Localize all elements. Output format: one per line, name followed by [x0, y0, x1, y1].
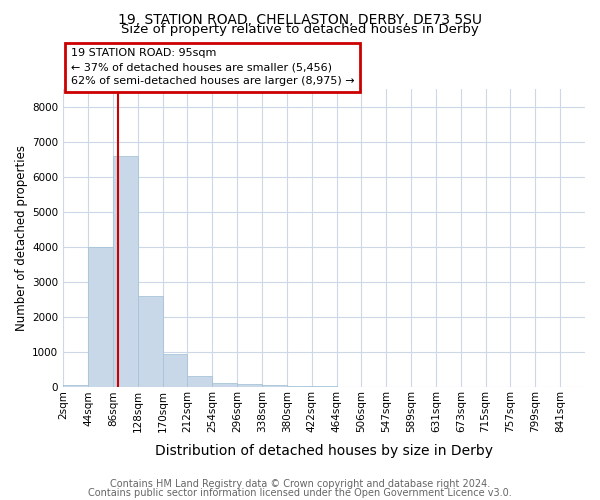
X-axis label: Distribution of detached houses by size in Derby: Distribution of detached houses by size … — [155, 444, 493, 458]
Bar — [237, 384, 262, 388]
Text: Contains public sector information licensed under the Open Government Licence v3: Contains public sector information licen… — [88, 488, 512, 498]
Text: 19 STATION ROAD: 95sqm
← 37% of detached houses are smaller (5,456)
62% of semi-: 19 STATION ROAD: 95sqm ← 37% of detached… — [71, 48, 355, 86]
Bar — [287, 386, 311, 388]
Text: 19, STATION ROAD, CHELLASTON, DERBY, DE73 5SU: 19, STATION ROAD, CHELLASTON, DERBY, DE7… — [118, 12, 482, 26]
Y-axis label: Number of detached properties: Number of detached properties — [15, 146, 28, 332]
Bar — [113, 156, 138, 388]
Bar — [63, 384, 88, 388]
Bar — [88, 247, 113, 388]
Bar — [311, 386, 337, 388]
Bar — [187, 376, 212, 388]
Bar — [138, 296, 163, 388]
Text: Contains HM Land Registry data © Crown copyright and database right 2024.: Contains HM Land Registry data © Crown c… — [110, 479, 490, 489]
Bar — [262, 384, 287, 388]
Bar — [212, 384, 237, 388]
Bar — [163, 354, 187, 388]
Text: Size of property relative to detached houses in Derby: Size of property relative to detached ho… — [121, 22, 479, 36]
